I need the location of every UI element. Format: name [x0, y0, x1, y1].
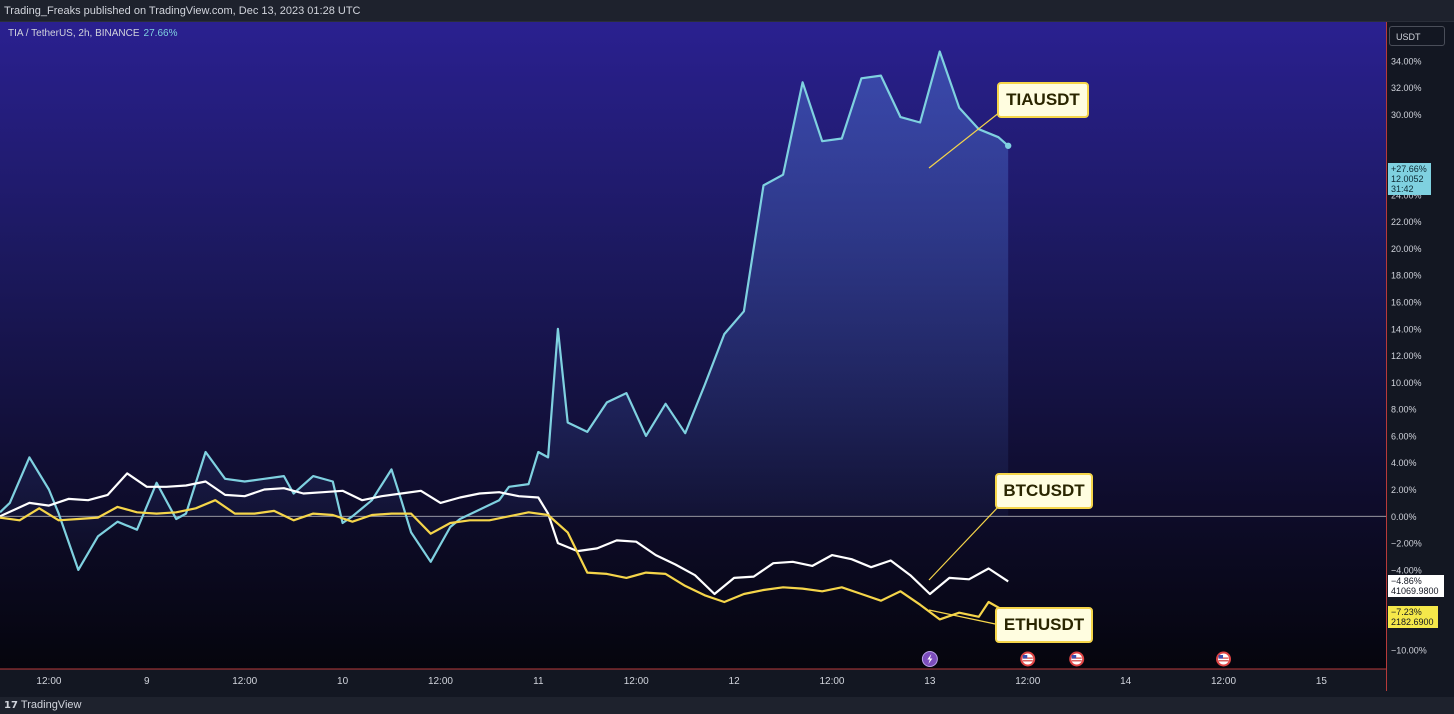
y-tick-label: 8.00%: [1391, 405, 1417, 415]
x-tick-label: 12:00: [232, 676, 257, 687]
tiausdt-last-point: [1004, 142, 1012, 149]
tradingview-logo-icon: 17: [4, 700, 18, 711]
x-tick-label: 12:00: [819, 676, 844, 687]
callout-connectors: [928, 111, 1001, 626]
ethusdt-callout[interactable]: ETHUSDT: [995, 607, 1093, 643]
y-tick-label: 2.00%: [1391, 485, 1417, 495]
y-tick-label: 22.00%: [1391, 217, 1422, 227]
footer-brand[interactable]: TradingView: [20, 699, 82, 711]
btcusdt-line[interactable]: [0, 472, 1009, 596]
time-scale[interactable]: 12:00 9 12:00 10 12:00 11 12:00 12 12:00 13 12:00 1…: [36, 676, 1327, 687]
x-tick-label: 11: [533, 676, 544, 687]
ethusdt-line[interactable]: [0, 499, 1009, 621]
eth-price-tag-pct: −7.23%: [1391, 607, 1422, 617]
x-tick-label: 10: [337, 676, 349, 687]
time-scale-background: [0, 669, 1386, 691]
symbol-legend: TIA / TetherUS, 2h, BINANCE 27.66%: [8, 28, 177, 39]
us-flag-icon[interactable]: [1069, 651, 1085, 667]
y-tick-label: 0.00%: [1391, 512, 1417, 522]
btc-callout-connector: [928, 504, 1001, 581]
eth-price-tag-price: 2182.6900: [1391, 617, 1434, 627]
y-tick-label: 24.00%: [1391, 190, 1422, 200]
btc-price-tag-price: 41069.9800: [1391, 586, 1439, 596]
x-tick-label: 13: [924, 676, 936, 687]
x-tick-label: 12:00: [428, 676, 453, 687]
y-tick-label: −10.00%: [1391, 646, 1427, 656]
tia-callout-connector: [928, 111, 1001, 169]
y-tick-label: 6.00%: [1391, 431, 1417, 441]
comparison-chart: 36.00%34.00%32.00%30.00%24.00%22.00%20.0…: [0, 22, 1454, 691]
x-tick-label: 15: [1316, 676, 1328, 687]
tia-price-tag-price: 12.0052: [1391, 174, 1424, 184]
eth-callout-connector: [928, 609, 1001, 626]
y-tick-label: 18.00%: [1391, 271, 1422, 281]
events-layer: [921, 651, 1232, 667]
y-tick-label: 32.00%: [1391, 83, 1422, 93]
x-tick-label: 12:00: [624, 676, 649, 687]
tiausdt-callout[interactable]: TIAUSDT: [997, 82, 1089, 118]
x-tick-label: 12:00: [36, 676, 61, 687]
y-tick-label: 34.00%: [1391, 56, 1422, 66]
x-tick-label: 9: [144, 676, 150, 687]
y-tick-label: 10.00%: [1391, 378, 1422, 388]
y-tick-label: −2.00%: [1391, 539, 1422, 549]
tiausdt-area: [0, 51, 1009, 570]
lightning-icon[interactable]: [921, 651, 938, 667]
eth-price-tag: −7.23% 2182.6900: [1388, 606, 1438, 628]
y-tick-label: 12.00%: [1391, 351, 1422, 361]
y-tick-label: 4.00%: [1391, 458, 1417, 468]
y-tick-label: 30.00%: [1391, 110, 1422, 120]
us-flag-icon[interactable]: [1020, 651, 1036, 667]
y-tick-label: 16.00%: [1391, 297, 1422, 307]
btcusdt-callout[interactable]: BTCUSDT: [995, 473, 1093, 509]
price-scale[interactable]: 36.00%34.00%32.00%30.00%24.00%22.00%20.0…: [1391, 30, 1427, 656]
us-flag-icon[interactable]: [1216, 651, 1232, 667]
btc-price-tag: −4.86% 41069.9800: [1388, 575, 1444, 597]
x-tick-label: 12: [729, 676, 741, 687]
plot-background: [0, 22, 1386, 669]
tia-price-tag-pct: +27.66%: [1391, 164, 1427, 174]
published-header: Trading_Freaks published on TradingView.…: [0, 0, 1454, 22]
y-tick-label: 14.00%: [1391, 324, 1422, 334]
y-tick-label: 20.00%: [1391, 244, 1422, 254]
x-tick-label: 12:00: [1015, 676, 1040, 687]
x-tick-label: 14: [1120, 676, 1132, 687]
x-tick-label: 12:00: [1211, 676, 1236, 687]
currency-button[interactable]: USDT: [1389, 26, 1445, 46]
tia-price-tag: +27.66% 12.0052 31:42: [1388, 163, 1431, 195]
symbol-change: 27.66%: [143, 28, 178, 39]
y-tick-label: −4.00%: [1391, 565, 1422, 575]
btc-price-tag-pct: −4.86%: [1391, 576, 1422, 586]
symbol-name: TIA / TetherUS, 2h, BINANCE: [8, 28, 140, 39]
series-layer: [0, 50, 1386, 621]
footer-bar: 17 TradingView: [0, 697, 1454, 714]
tia-price-tag-countdown: 31:42: [1391, 184, 1414, 194]
